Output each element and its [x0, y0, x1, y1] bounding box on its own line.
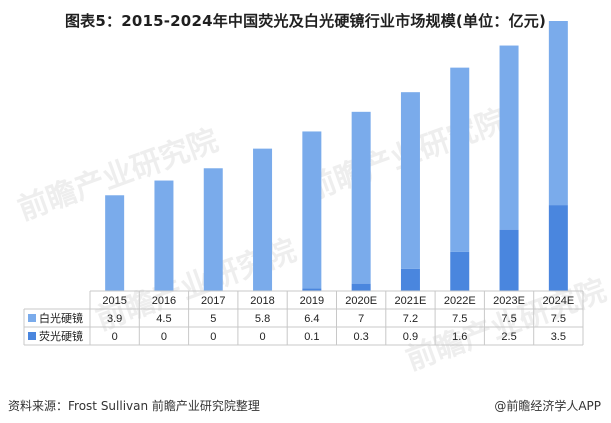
bar-white-light-2017	[203, 168, 223, 291]
bar-white-light-2020E	[351, 111, 371, 284]
data-label-white-light-2023E: 7.5	[501, 313, 516, 325]
bar-white-light-2021E	[400, 92, 420, 269]
bar-white-light-2024E	[548, 21, 568, 206]
bar-white-light-2019	[302, 131, 322, 289]
x-tick-label-2017: 2017	[201, 295, 225, 307]
chart-title: 图表5：2015-2024年中国荧光及白光硬镜行业市场规模(单位：亿元)	[64, 12, 547, 30]
x-tick-label-2019: 2019	[300, 295, 324, 307]
bar-fluorescent-2022E	[450, 251, 470, 291]
x-tick-label-2020E: 2020E	[345, 295, 377, 307]
x-tick-label-2022E: 2022E	[444, 295, 476, 307]
bar-fluorescent-2020E	[351, 283, 371, 291]
data-label-white-light-2017: 5	[210, 313, 216, 325]
data-label-fluorescent-2020E: 0.3	[354, 331, 369, 343]
data-label-fluorescent-2018: 0	[259, 331, 265, 343]
data-label-white-light-2021E: 7.2	[403, 313, 418, 325]
legend-swatch-fluorescent	[28, 332, 36, 340]
data-label-white-light-2019: 6.4	[304, 313, 319, 325]
bar-white-light-2022E	[450, 67, 470, 252]
bar-white-light-2018	[253, 148, 273, 291]
data-label-white-light-2020E: 7	[358, 313, 364, 325]
data-label-fluorescent-2016: 0	[161, 331, 167, 343]
data-label-fluorescent-2017: 0	[210, 331, 216, 343]
data-label-white-light-2016: 4.5	[156, 313, 171, 325]
x-tick-label-2021E: 2021E	[395, 295, 427, 307]
bar-fluorescent-2023E	[499, 229, 519, 291]
bar-fluorescent-2021E	[400, 268, 420, 291]
source-note: 资料来源：Frost Sullivan 前瞻产业研究院整理	[8, 399, 260, 413]
data-label-fluorescent-2023E: 2.5	[501, 331, 516, 343]
x-tick-label-2018: 2018	[250, 295, 274, 307]
legend-label-white-light: 白光硬镜	[39, 311, 83, 325]
x-tick-label-2016: 2016	[152, 295, 176, 307]
data-label-fluorescent-2022E: 1.6	[452, 331, 467, 343]
x-tick-label-2023E: 2023E	[493, 295, 525, 307]
bar-fluorescent-2024E	[548, 205, 568, 291]
data-label-fluorescent-2015: 0	[112, 331, 118, 343]
bar-white-light-2023E	[499, 45, 519, 230]
data-label-fluorescent-2019: 0.1	[304, 331, 319, 343]
data-label-white-light-2022E: 7.5	[452, 313, 467, 325]
data-label-white-light-2018: 5.8	[255, 313, 270, 325]
data-label-fluorescent-2024E: 3.5	[551, 331, 566, 343]
bar-white-light-2015	[105, 195, 125, 291]
bar-fluorescent-2019	[302, 288, 322, 291]
legend-label-fluorescent: 荧光硬镜	[39, 329, 83, 343]
x-tick-label-2024E: 2024E	[542, 295, 574, 307]
brand-label: @前瞻经济学人APP	[494, 399, 601, 413]
legend-swatch-white-light	[28, 314, 36, 322]
data-label-white-light-2024E: 7.5	[551, 313, 566, 325]
bar-white-light-2016	[154, 180, 174, 291]
data-label-fluorescent-2021E: 0.9	[403, 331, 418, 343]
x-tick-label-2015: 2015	[102, 295, 126, 307]
data-label-white-light-2015: 3.9	[107, 313, 122, 325]
